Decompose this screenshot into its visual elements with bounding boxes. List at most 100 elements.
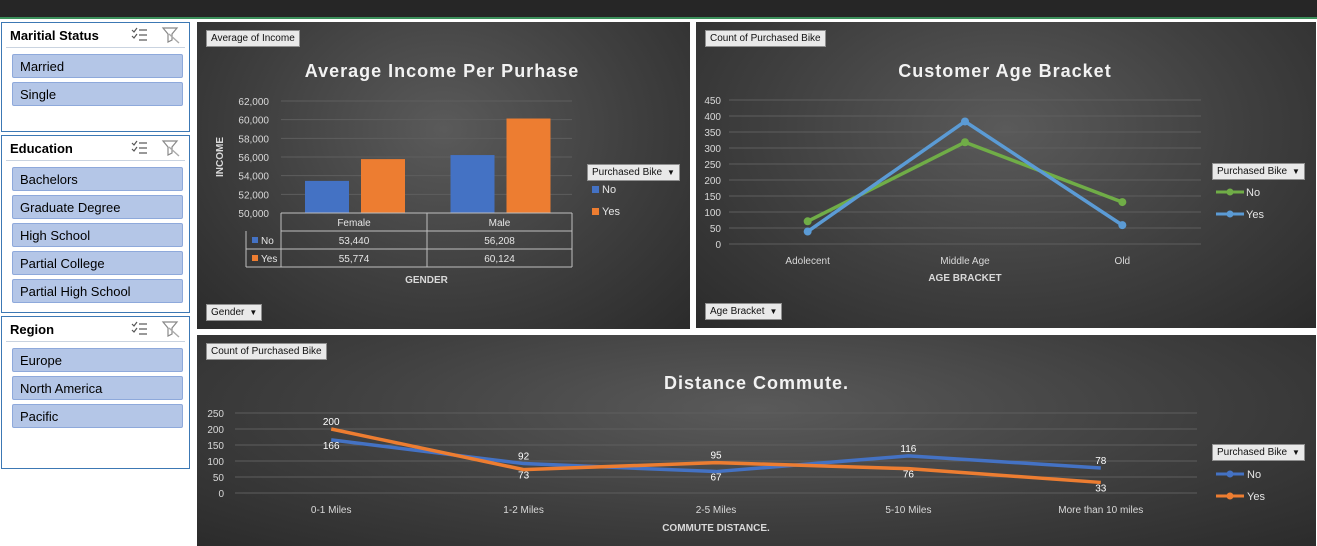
slicer-item-partial-college[interactable]: Partial College: [12, 251, 183, 275]
slicer-item-pacific[interactable]: Pacific: [12, 404, 183, 428]
slicer-region: Region Europe North America Pacific: [1, 316, 190, 469]
series-line-no: [806, 140, 1123, 223]
chart-title: Average Income Per Purhase: [304, 61, 580, 81]
dropdown-arrow-icon: ▼: [667, 168, 675, 177]
y-tick-label: 58,000: [238, 134, 269, 145]
commute-chart-svg: 250 200 150 100 50 0 0-1 Miles 1-2 Miles 2-5 Mil…: [207, 409, 1265, 534]
age-chart-svg: 450 400 350 300 250 200 150 100 50 0 Adolecent Midd…: [704, 96, 1264, 284]
bar-no-female: [305, 180, 349, 213]
multi-select-icon[interactable]: [131, 140, 147, 154]
y-tick-label: 0: [715, 240, 721, 251]
y-tick-label: 62,000: [238, 97, 269, 108]
age-bracket-filter-label: Age Bracket: [710, 306, 765, 317]
data-point-no: [803, 217, 812, 226]
slicer-item-bachelors[interactable]: Bachelors: [12, 167, 183, 191]
y-tick-label: 100: [207, 457, 224, 468]
x-tick-label: 1-2 Miles: [503, 505, 544, 516]
gender-filter-button[interactable]: Gender ▼: [206, 304, 263, 321]
slicer-item-high-school[interactable]: High School: [12, 223, 183, 247]
chart-title: Distance Commute.: [663, 373, 850, 393]
y-axis-title: INCOME: [215, 137, 226, 177]
legend-marker-no: [1226, 188, 1234, 196]
legend-filter-button[interactable]: Purchased Bike ▼: [1212, 163, 1305, 180]
commute-chart-panel[interactable]: Count of Purchased Bike Distance Commute…: [197, 335, 1316, 546]
income-chart-svg: 62,000 60,000 58,000 56,000 54,000 52,000 50,0…: [215, 97, 620, 286]
y-tick-label: 300: [704, 144, 721, 155]
slicer-item-partial-high-school[interactable]: Partial High School: [12, 279, 183, 303]
x-axis-title: COMMUTE DISTANCE.: [662, 523, 770, 534]
legend-filter-button[interactable]: Purchased Bike ▼: [587, 164, 680, 181]
data-label: 55,774: [339, 254, 370, 265]
data-label: 53,440: [339, 236, 370, 247]
y-tick-label: 200: [704, 176, 721, 187]
legend-key-no: [252, 237, 258, 243]
dropdown-arrow-icon: ▼: [249, 308, 258, 317]
value-field-tag[interactable]: Count of Purchased Bike: [206, 343, 327, 360]
x-tick-label: More than 10 miles: [1058, 505, 1143, 516]
table-row-label: No: [261, 236, 274, 247]
y-tick-label: 100: [704, 208, 721, 219]
legend-item-no: No: [602, 184, 616, 196]
data-label: 56,208: [484, 236, 515, 247]
y-tick-label: 50,000: [238, 209, 269, 220]
legend-item-no: No: [1247, 469, 1261, 481]
top-bar: [0, 0, 1317, 18]
slicer-header: Education: [6, 136, 185, 161]
slicer-item-married[interactable]: Married: [12, 54, 183, 78]
y-tick-label: 0: [218, 489, 224, 500]
slicer-item-graduate-degree[interactable]: Graduate Degree: [12, 195, 183, 219]
multi-select-icon[interactable]: [131, 27, 147, 41]
legend-item-yes: Yes: [1246, 209, 1264, 221]
age-chart-panel[interactable]: Count of Purchased Bike Customer Age Bra…: [696, 22, 1316, 328]
legend-item-no: No: [1246, 187, 1260, 199]
x-tick-label: 5-10 Miles: [885, 505, 931, 516]
legend-filter-label: Purchased Bike: [592, 167, 663, 178]
slicer-header: Region: [6, 317, 185, 342]
slicer-icons: [131, 140, 180, 157]
data-label-yes: 95: [710, 451, 722, 462]
bar-yes-male: [506, 118, 551, 213]
income-chart-panel[interactable]: Average of Income Average Income Per Pur…: [197, 22, 690, 329]
clear-filter-icon[interactable]: [161, 140, 180, 157]
y-tick-label: 450: [704, 96, 721, 107]
slicer-icons: [131, 27, 180, 44]
y-tick-label: 150: [207, 441, 224, 452]
slicer-item-single[interactable]: Single: [12, 82, 183, 106]
y-tick-label: 50: [213, 473, 225, 484]
y-tick-label: 350: [704, 128, 721, 139]
dropdown-arrow-icon: ▼: [1292, 167, 1300, 176]
slicer-item-north-america[interactable]: North America: [12, 376, 183, 400]
x-tick-label: Old: [1115, 256, 1131, 267]
y-tick-label: 56,000: [238, 153, 269, 164]
data-point-no: [961, 138, 969, 147]
age-bracket-filter-button[interactable]: Age Bracket ▼: [705, 303, 783, 320]
legend-item-yes: Yes: [1247, 491, 1265, 503]
data-label-yes: 200: [323, 417, 340, 428]
multi-select-icon[interactable]: [131, 321, 147, 335]
legend-key-yes: [592, 208, 599, 215]
legend-marker-yes: [1226, 492, 1234, 500]
y-tick-label: 150: [704, 192, 721, 203]
clear-filter-icon[interactable]: [161, 321, 180, 338]
y-tick-label: 200: [207, 425, 224, 436]
y-tick-label: 400: [704, 112, 721, 123]
dropdown-arrow-icon: ▼: [769, 307, 778, 316]
legend-key-yes: [252, 255, 258, 261]
table-row-label: Yes: [261, 254, 277, 265]
y-tick-label: 60,000: [238, 116, 269, 127]
value-field-tag[interactable]: Average of Income: [206, 30, 300, 47]
y-tick-label: 50: [710, 224, 722, 235]
slicer-item-europe[interactable]: Europe: [12, 348, 183, 372]
data-label-yes: 33: [1095, 483, 1107, 494]
gender-filter-label: Gender: [211, 307, 245, 318]
slicer-title: Maritial Status: [10, 28, 99, 43]
clear-filter-icon[interactable]: [161, 27, 180, 44]
value-field-tag[interactable]: Count of Purchased Bike: [705, 30, 826, 47]
bar-yes-female: [361, 159, 405, 213]
legend-filter-label: Purchased Bike: [1217, 166, 1288, 177]
top-bar-border: [0, 17, 1317, 19]
slicer-title: Education: [10, 141, 73, 156]
legend-filter-button[interactable]: Purchased Bike ▼: [1212, 444, 1305, 461]
data-label-no: 92: [518, 452, 530, 463]
bar-no-male: [450, 155, 495, 213]
